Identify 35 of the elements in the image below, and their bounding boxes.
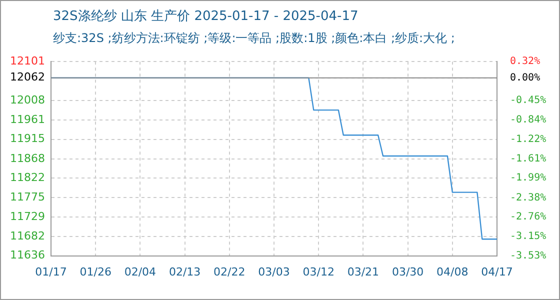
y-tick-label: 12101 (10, 54, 45, 68)
x-tick-label: 01/26 (80, 265, 112, 278)
x-tick-label: 02/22 (214, 265, 246, 278)
x-tick-label: 03/12 (302, 265, 334, 278)
x-tick-label: 02/13 (168, 265, 201, 278)
y2-tick-label: -0.45% (510, 95, 546, 106)
y2-tick-label: -0.84% (510, 114, 546, 126)
y-tick-label: 11868 (10, 152, 45, 165)
y2-tick-label: -1.22% (510, 134, 546, 145)
x-tick-label: 03/30 (392, 265, 424, 278)
x-tick-label: 04/17 (481, 265, 513, 278)
chart-title: 32S涤纶纱 山东 生产价 2025-01-17 - 2025-04-17 (53, 8, 360, 25)
y-tick-label: 12062 (10, 70, 45, 84)
y2-tick-label: -2.38% (510, 192, 546, 204)
y2-tick-label: -1.99% (510, 172, 546, 184)
y2-tick-label: -3.53% (510, 250, 546, 262)
y-tick-label: 12008 (10, 93, 45, 106)
y-tick-label: 11822 (10, 170, 45, 184)
x-tick-label: 04/08 (436, 265, 468, 278)
x-tick-label: 03/21 (347, 265, 380, 278)
y-tick-label: 11729 (10, 210, 45, 223)
y-tick-label: 11682 (10, 229, 45, 242)
x-tick-label: 03/03 (258, 265, 290, 278)
x-tick-label: 02/04 (124, 265, 156, 278)
y2-tick-label: -3.15% (510, 231, 546, 242)
y2-tick-label: -2.76% (510, 212, 546, 223)
y-tick-label: 11961 (10, 112, 45, 126)
y-tick-label: 11636 (10, 248, 45, 262)
y-tick-label: 11775 (10, 190, 45, 204)
x-tick-label: 01/17 (35, 265, 67, 278)
y2-tick-label: 0.00% (510, 72, 540, 84)
y-tick-label: 11915 (10, 132, 45, 146)
chart-subtitle: 纱支:32S ;纺纱方法:环锭纺 ;等级:一等品 ;股数:1股 ;颜色:本白 ;纱质:大化 ; (53, 30, 456, 47)
y2-tick-label: 0.32% (510, 56, 540, 68)
y2-tick-label: -1.61% (510, 154, 546, 165)
